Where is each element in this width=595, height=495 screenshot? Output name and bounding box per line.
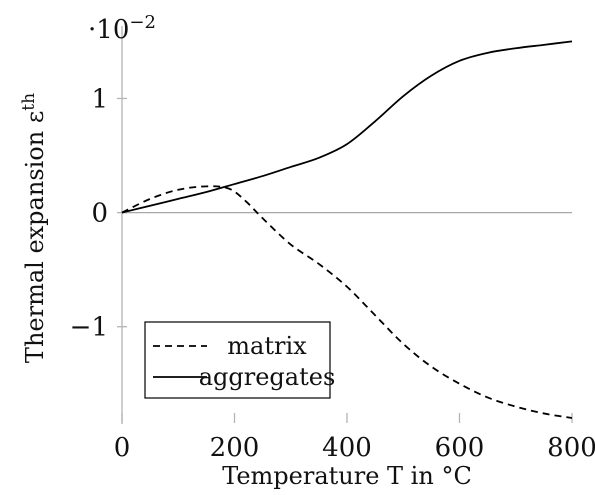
y-tick-label-1: 1: [91, 84, 108, 114]
y-axis-title: Thermal expansion εth: [19, 93, 49, 363]
y-axis-multiplier: ·10−2: [88, 12, 156, 45]
series-line-aggregates: [121, 40, 573, 214]
legend-label-aggregates: aggregates: [199, 363, 336, 391]
legend-box: [144, 321, 331, 399]
series-layer: [121, 40, 573, 419]
x-tick-label-600: 600: [435, 433, 485, 463]
y-ticks: −1 0 1: [70, 84, 127, 343]
legend: matrix aggregates: [144, 321, 336, 399]
y-tick-label--1: −1: [70, 313, 108, 343]
series-line-matrix: [121, 185, 573, 419]
y-tick-label-0: 0: [91, 199, 108, 229]
x-tick-label-0: 0: [114, 433, 131, 463]
x-axis-title: Temperature T in °C: [222, 462, 472, 490]
x-tick-label-800: 800: [547, 433, 595, 463]
x-tick-label-200: 200: [210, 433, 260, 463]
x-tick-label-400: 400: [322, 433, 372, 463]
x-ticks: 0 200 400 600 800: [114, 413, 595, 463]
legend-label-matrix: matrix: [227, 332, 307, 360]
